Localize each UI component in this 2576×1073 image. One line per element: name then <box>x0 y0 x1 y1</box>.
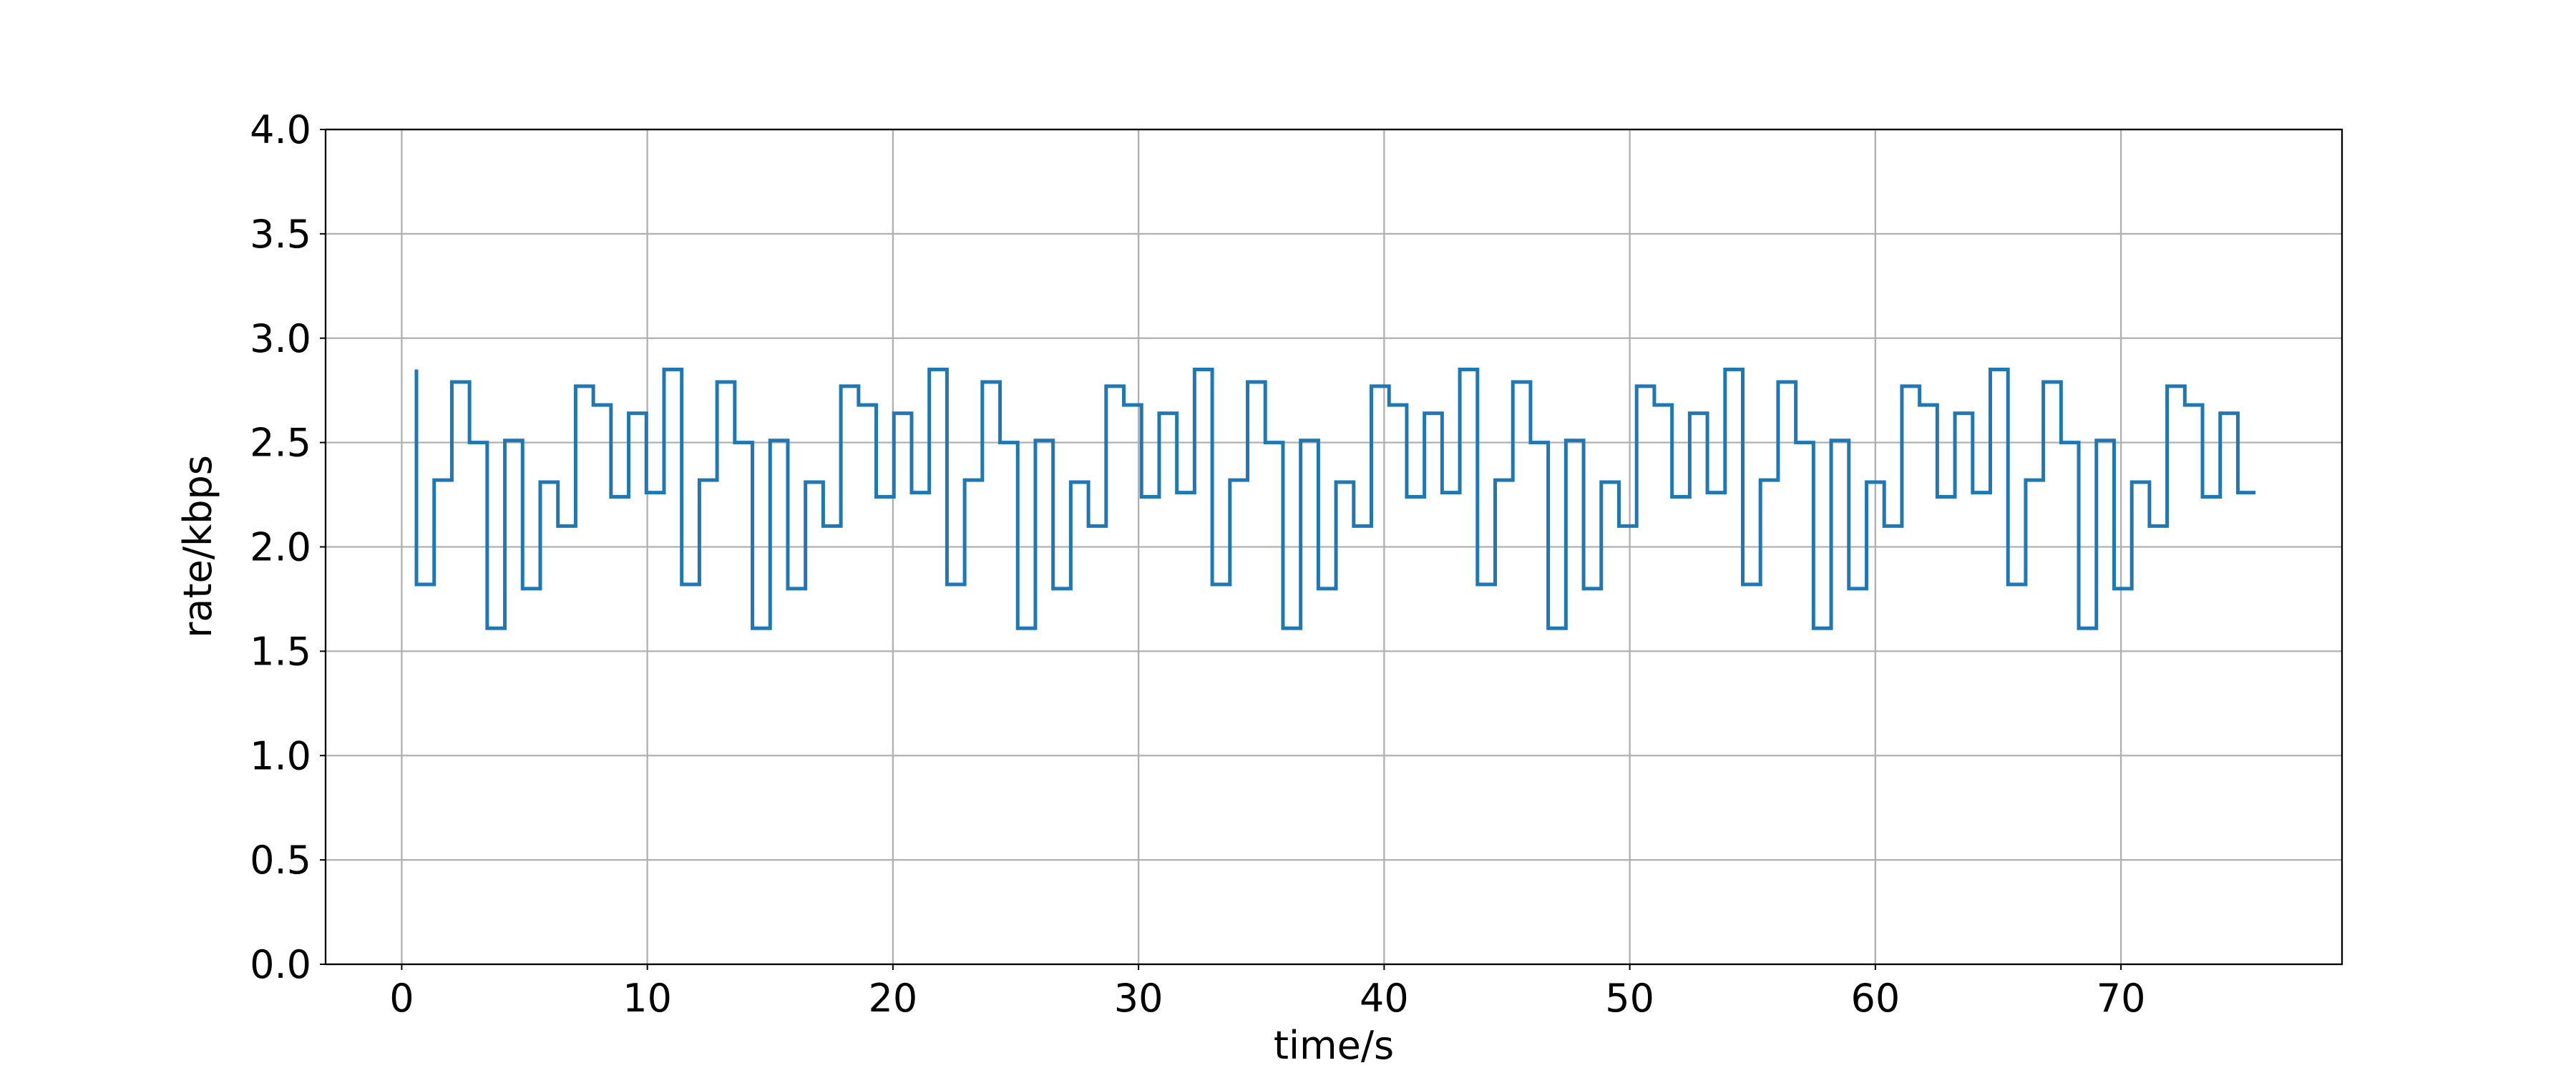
x-tick-label: 30 <box>1114 976 1163 1021</box>
y-tick-label: 3.5 <box>250 212 311 257</box>
x-tick-label: 40 <box>1360 976 1409 1021</box>
y-tick-label: 1.5 <box>250 629 311 674</box>
y-tick-label: 1.0 <box>250 733 311 778</box>
x-tick-label: 60 <box>1850 976 1900 1021</box>
x-tick-label: 0 <box>389 976 414 1021</box>
series-line <box>414 368 2256 630</box>
plot-frame <box>324 128 2343 966</box>
y-tick-label: 2.0 <box>250 525 311 570</box>
x-tick-label: 50 <box>1605 976 1654 1021</box>
y-tick-label: 2.5 <box>250 421 311 466</box>
x-tick-label: 10 <box>623 976 672 1021</box>
x-tick-label: 70 <box>2097 976 2146 1021</box>
y-tick-label: 3.0 <box>250 316 311 361</box>
x-tick-label: 20 <box>869 976 918 1021</box>
y-axis-label: rate/kbps <box>175 455 220 638</box>
x-axis-label: time/s <box>1274 1023 1394 1068</box>
y-tick-label: 0.0 <box>250 942 311 987</box>
y-tick-label: 0.5 <box>250 838 311 883</box>
y-tick-label: 4.0 <box>250 107 311 152</box>
